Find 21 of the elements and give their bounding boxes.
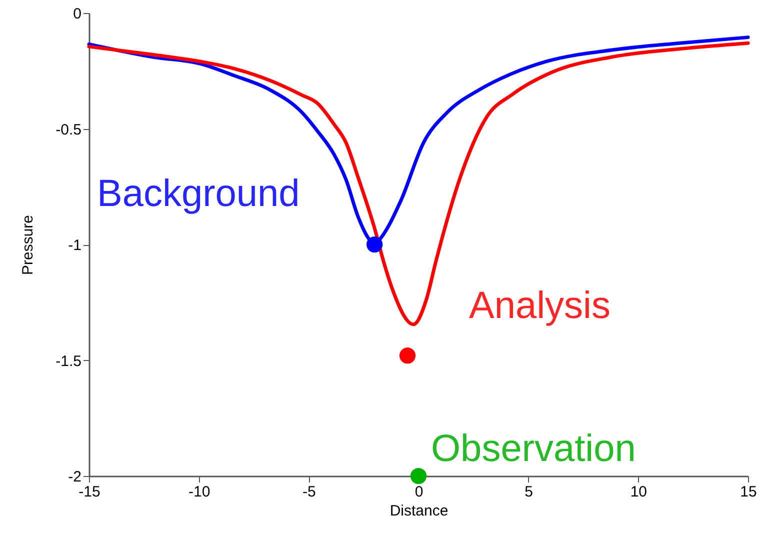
point <box>366 236 383 253</box>
y-tick-label: 0 <box>73 6 82 22</box>
y-tick-label: -2 <box>68 468 82 486</box>
x-tick-label: 0 <box>414 484 424 500</box>
x-tick-label: -15 <box>78 484 100 500</box>
series-label: Observation <box>431 428 636 470</box>
line-series <box>87 41 750 326</box>
y-tick-label: -0.5 <box>56 121 82 138</box>
x-tick-label: 5 <box>524 484 534 500</box>
series-label: Analysis <box>469 285 610 327</box>
y-axis-title: Pressure <box>20 214 37 276</box>
point <box>410 468 427 484</box>
x-tick-label: -5 <box>302 484 316 500</box>
x-tick-label: -10 <box>188 484 210 500</box>
x-tick-label: 15 <box>740 484 757 500</box>
y-tick-label: -1.5 <box>56 352 82 370</box>
y-tick-label: -1 <box>68 237 82 254</box>
point <box>399 348 416 364</box>
series-label: Background <box>97 173 300 215</box>
x-axis-title: Distance <box>390 502 448 520</box>
x-tick-label: 10 <box>630 484 648 500</box>
